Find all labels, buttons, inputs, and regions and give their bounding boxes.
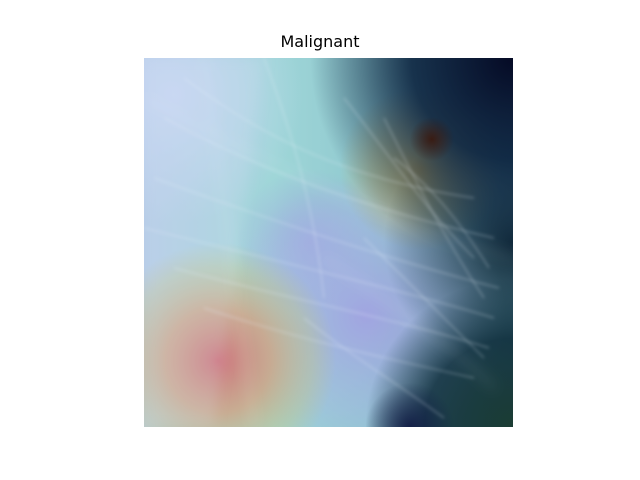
mammogram-heatmap-overlay-icon xyxy=(144,58,513,427)
heatmap-image xyxy=(144,58,513,427)
figure-title: Malignant xyxy=(280,32,360,51)
